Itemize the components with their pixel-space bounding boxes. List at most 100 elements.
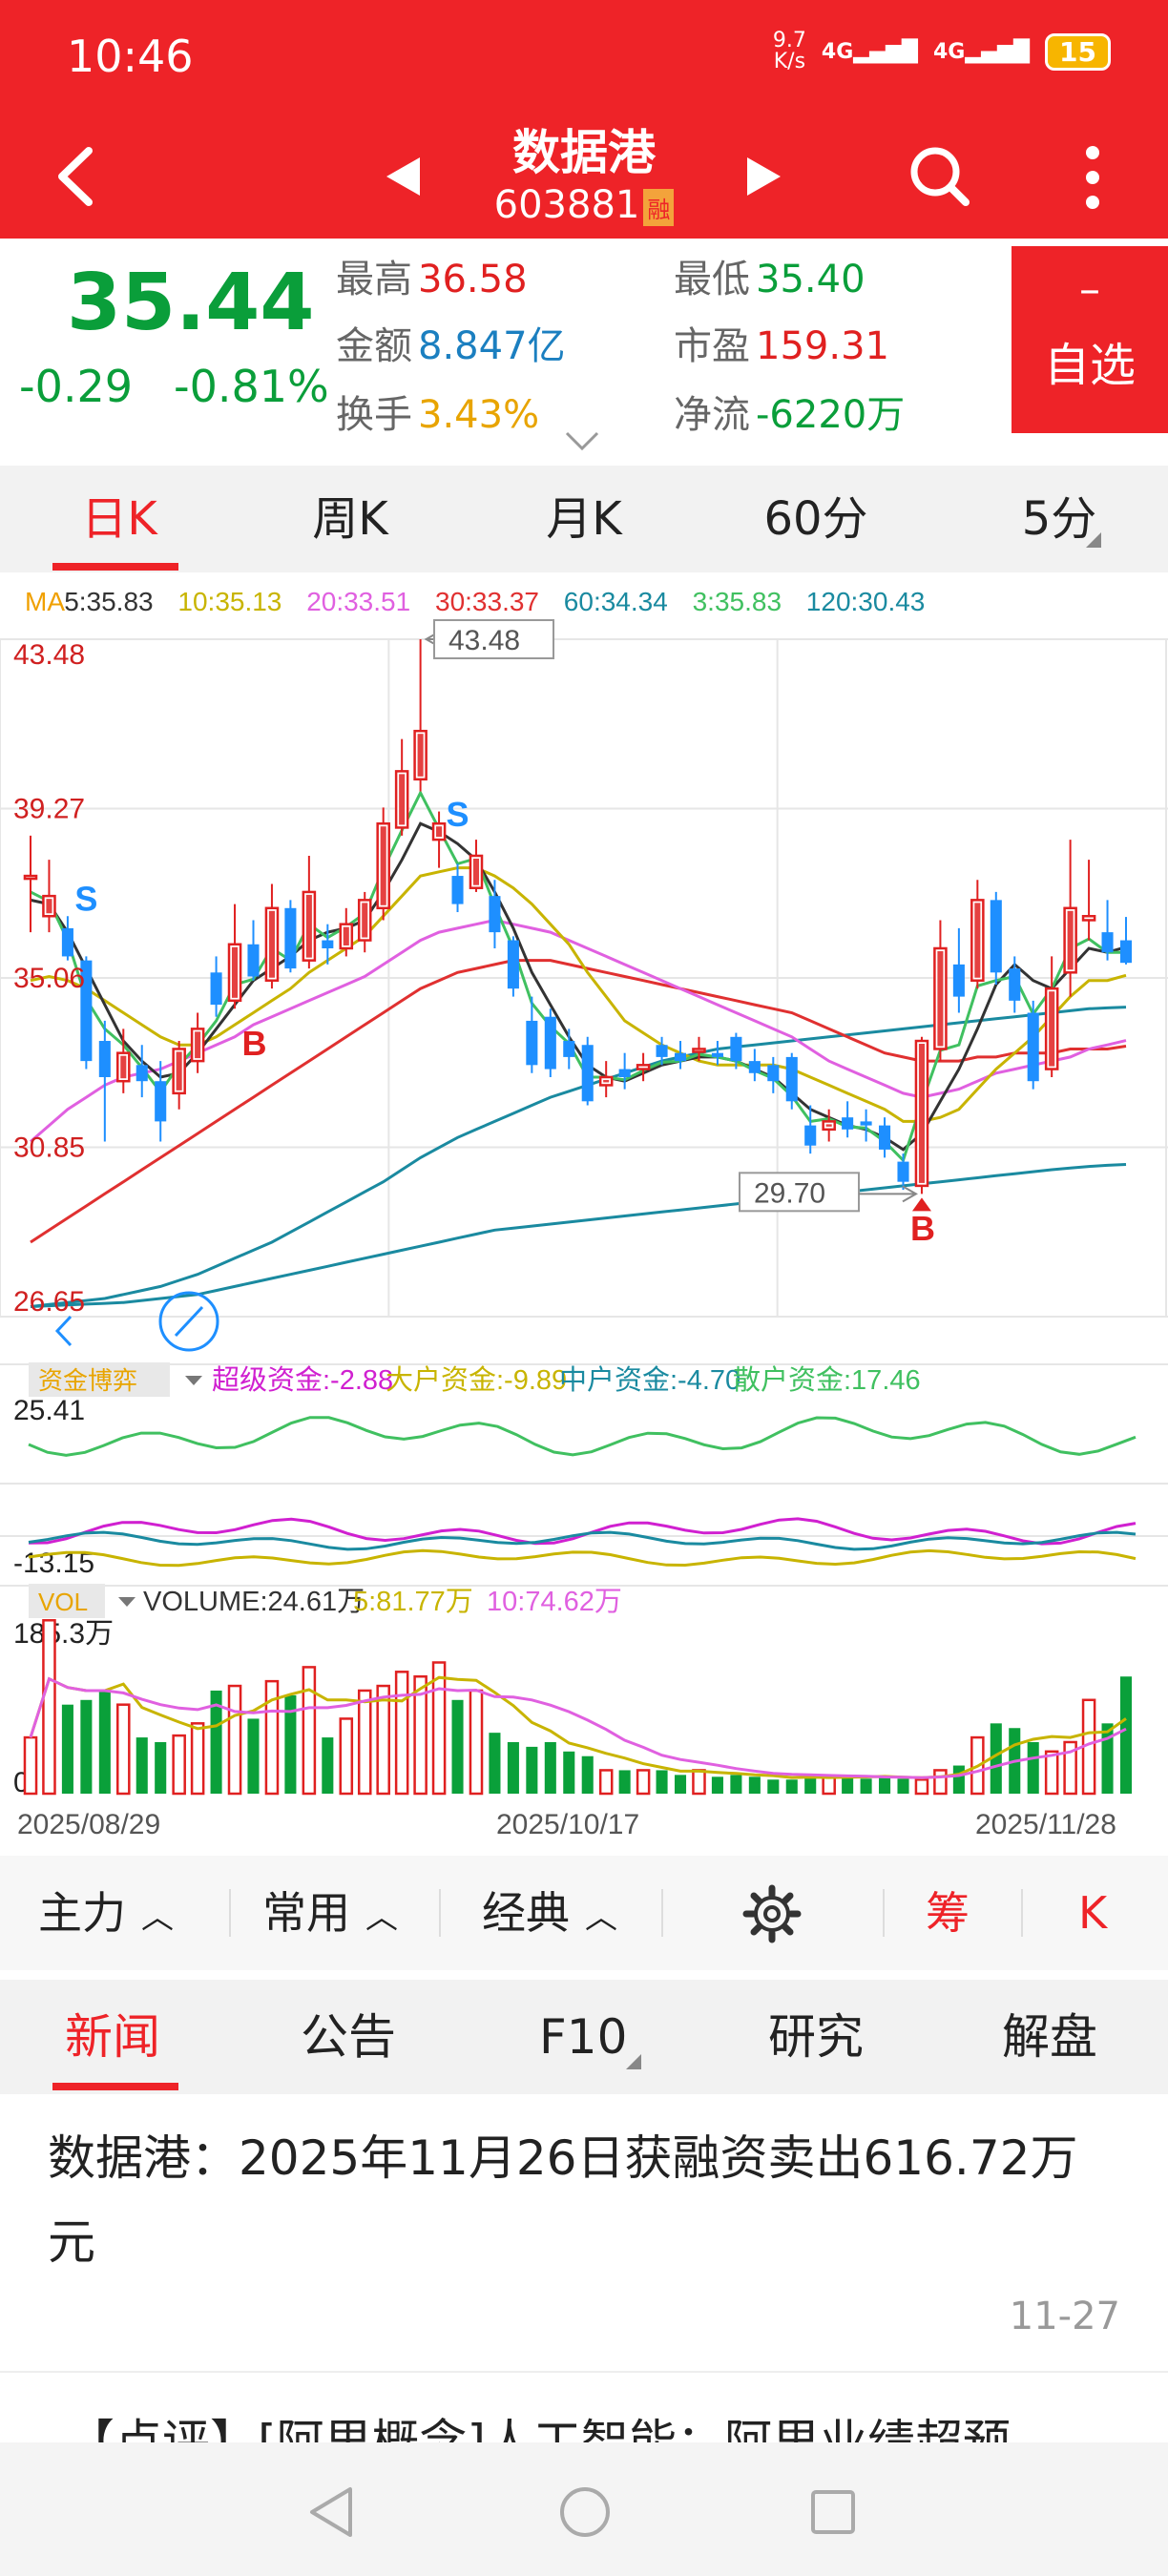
price-tick: 39.27	[13, 794, 85, 825]
nav-home-icon[interactable]	[558, 2485, 612, 2539]
signal-marker: S	[74, 879, 97, 918]
candle-body	[23, 874, 38, 881]
tab-f10[interactable]: F10	[539, 2009, 628, 2065]
candles	[23, 639, 1133, 1195]
ma-legend-item: 5:35.83	[64, 587, 153, 616]
search-icon[interactable]	[907, 143, 973, 210]
tab-daily-k[interactable]: 日K	[81, 492, 157, 546]
candle-body	[656, 1045, 668, 1057]
ma-legend-item: 30:33.37	[435, 587, 539, 616]
news-item-title[interactable]: 数据港：2025年11月26日获融资卖出616.72万元	[48, 2130, 1078, 2270]
back-icon[interactable]	[52, 143, 100, 210]
candle-body	[1009, 968, 1021, 1001]
candle-body-fill	[46, 899, 52, 914]
tab-60min[interactable]: 60分	[763, 492, 868, 546]
volume-bar	[674, 1775, 687, 1794]
candle-body	[842, 1117, 854, 1130]
tab-5min[interactable]: 5分	[1021, 492, 1097, 546]
candle-body	[785, 1056, 798, 1102]
dropdown-corner-icon	[1086, 532, 1101, 548]
prev-stock-icon[interactable]	[382, 153, 425, 200]
tab-news[interactable]: 新闻	[65, 2009, 160, 2065]
chevron-up-icon: ︿	[585, 1899, 617, 1937]
candle-body	[247, 944, 260, 977]
status-time: 10:46	[67, 31, 194, 82]
price-change-pct: -0.81%	[174, 361, 329, 412]
vol-name: VOL	[38, 1588, 88, 1616]
indicator-toolbar: 主力 ︿ 常用 ︿ 经典 ︿ 筹 K	[0, 1856, 1168, 1970]
ma30-line	[30, 959, 1127, 1244]
tab-research[interactable]: 研究	[768, 2009, 864, 2065]
candle-body	[711, 1052, 723, 1057]
volume-bar	[785, 1779, 798, 1794]
candle-body-fill	[195, 1031, 201, 1059]
candle-body	[526, 1020, 538, 1066]
candle-body	[1027, 1012, 1039, 1082]
netflow-value: -6220万	[756, 393, 906, 437]
divider	[1021, 1889, 1023, 1937]
kline-chart[interactable]: MA 5:35.83 10:35.13 20:33.51 30:33.37 60:34.3…	[0, 572, 1168, 1851]
tab-monthly-k[interactable]: 月K	[546, 492, 622, 546]
candle-body	[98, 1041, 111, 1077]
vol-legend-item: 5:81.77万	[353, 1587, 473, 1617]
volume-bar	[61, 1704, 73, 1794]
quote-panel	[0, 239, 1168, 463]
fund-line	[28, 1416, 1137, 1457]
candle-body	[544, 1016, 556, 1070]
volume-bar	[748, 1776, 761, 1794]
volume-bar	[451, 1699, 464, 1794]
nav-recents-icon[interactable]	[809, 2488, 857, 2536]
netflow-field: 净流 -6220万	[674, 393, 906, 437]
signal-marker: B	[910, 1209, 935, 1248]
volume-bar	[544, 1741, 556, 1794]
candle-body	[879, 1125, 891, 1150]
ma-legend-item: MA	[25, 587, 65, 616]
volume-bar	[1101, 1723, 1114, 1794]
candle-body-fill	[399, 774, 406, 825]
volume-bar	[767, 1779, 780, 1794]
min-label-box	[739, 1172, 860, 1213]
last-price: 35.44	[67, 258, 315, 348]
volume-bar	[507, 1741, 519, 1794]
dropdown-icon	[118, 1597, 136, 1607]
ma20-line	[30, 918, 1127, 1143]
main-indicator-button[interactable]: 主力 ︿	[38, 1887, 174, 1939]
volume-bar	[247, 1718, 260, 1794]
volume-bar	[136, 1737, 148, 1794]
chip-button[interactable]: 筹	[926, 1887, 970, 1939]
volume-bar	[860, 1778, 872, 1794]
candle-body-fill	[937, 950, 944, 1047]
candle-body-fill	[305, 894, 312, 958]
k-button[interactable]: K	[1078, 1887, 1108, 1939]
tab-weekly-k[interactable]: 周K	[312, 492, 388, 546]
next-stock-icon[interactable]	[742, 153, 785, 200]
classic-indicator-button[interactable]: 经典 ︿	[482, 1887, 617, 1939]
fund-legend-item: 大户资金:-9.89	[386, 1364, 567, 1396]
news-tabs: 新闻 公告 F10 研究 解盘	[0, 1980, 1168, 2094]
expand-quote-icon[interactable]	[563, 429, 601, 452]
candle-body	[80, 960, 93, 1062]
divider	[883, 1889, 885, 1937]
candle-body	[618, 1069, 631, 1077]
candle-body	[210, 972, 222, 1006]
nav-back-icon[interactable]	[307, 2485, 355, 2539]
common-indicator-button[interactable]: 常用 ︿	[262, 1887, 398, 1939]
settings-gear-icon[interactable]	[742, 1884, 802, 1943]
signal-marker: S	[447, 795, 469, 834]
tab-announcement[interactable]: 公告	[301, 2009, 396, 2065]
watchlist-button[interactable]: – 自选	[1012, 246, 1168, 433]
candle-body	[284, 907, 297, 969]
candle-body	[489, 896, 501, 933]
ma-legend-item: 120:30.43	[806, 587, 926, 616]
fund-legend-item: 超级资金:-2.88	[212, 1364, 393, 1396]
zoom-icon-line	[174, 1305, 204, 1338]
volume-bar	[23, 1735, 38, 1796]
more-icon[interactable]	[1074, 143, 1112, 219]
date-tick: 2025/11/28	[975, 1809, 1116, 1840]
tab-analysis[interactable]: 解盘	[1002, 2009, 1097, 2065]
divider	[0, 2371, 1168, 2373]
candle-body-fill	[974, 903, 981, 978]
volume-bar	[469, 1689, 484, 1796]
candle-body	[1101, 932, 1114, 953]
